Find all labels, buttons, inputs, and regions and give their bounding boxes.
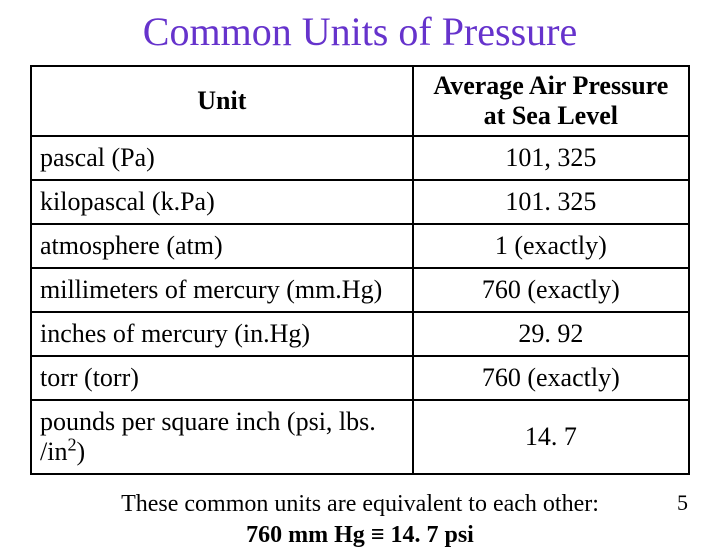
value-cell: 101, 325 [413,136,689,180]
table-row: millimeters of mercury (mm.Hg)760 (exact… [31,268,689,312]
pressure-units-table: Unit Average Air Pressure at Sea Level p… [30,65,690,475]
header-unit: Unit [31,66,413,136]
slide-title: Common Units of Pressure [30,8,690,55]
value-cell: 1 (exactly) [413,224,689,268]
value-cell: 760 (exactly) [413,356,689,400]
caption-line2: 760 mm Hg ≡ 14. 7 psi [246,522,474,548]
unit-cell: atmosphere (atm) [31,224,413,268]
unit-cell: kilopascal (k.Pa) [31,180,413,224]
value-cell: 101. 325 [413,180,689,224]
caption-block: These common units are equivalent to eac… [30,489,690,551]
value-cell: 14. 7 [413,400,689,474]
unit-cell: torr (torr) [31,356,413,400]
header-value: Average Air Pressure at Sea Level [413,66,689,136]
unit-cell: millimeters of mercury (mm.Hg) [31,268,413,312]
table-row: inches of mercury (in.Hg)29. 92 [31,312,689,356]
unit-cell: pascal (Pa) [31,136,413,180]
value-cell: 29. 92 [413,312,689,356]
caption-line1: These common units are equivalent to eac… [121,491,599,517]
table-row: pascal (Pa)101, 325 [31,136,689,180]
page-number: 5 [677,490,688,516]
table-row: pounds per square inch (psi, lbs. /in2)1… [31,400,689,474]
table-header-row: Unit Average Air Pressure at Sea Level [31,66,689,136]
table-row: kilopascal (k.Pa)101. 325 [31,180,689,224]
table-body: pascal (Pa)101, 325kilopascal (k.Pa)101.… [31,136,689,474]
unit-cell: pounds per square inch (psi, lbs. /in2) [31,400,413,474]
table-row: atmosphere (atm)1 (exactly) [31,224,689,268]
value-cell: 760 (exactly) [413,268,689,312]
table-row: torr (torr)760 (exactly) [31,356,689,400]
unit-cell: inches of mercury (in.Hg) [31,312,413,356]
